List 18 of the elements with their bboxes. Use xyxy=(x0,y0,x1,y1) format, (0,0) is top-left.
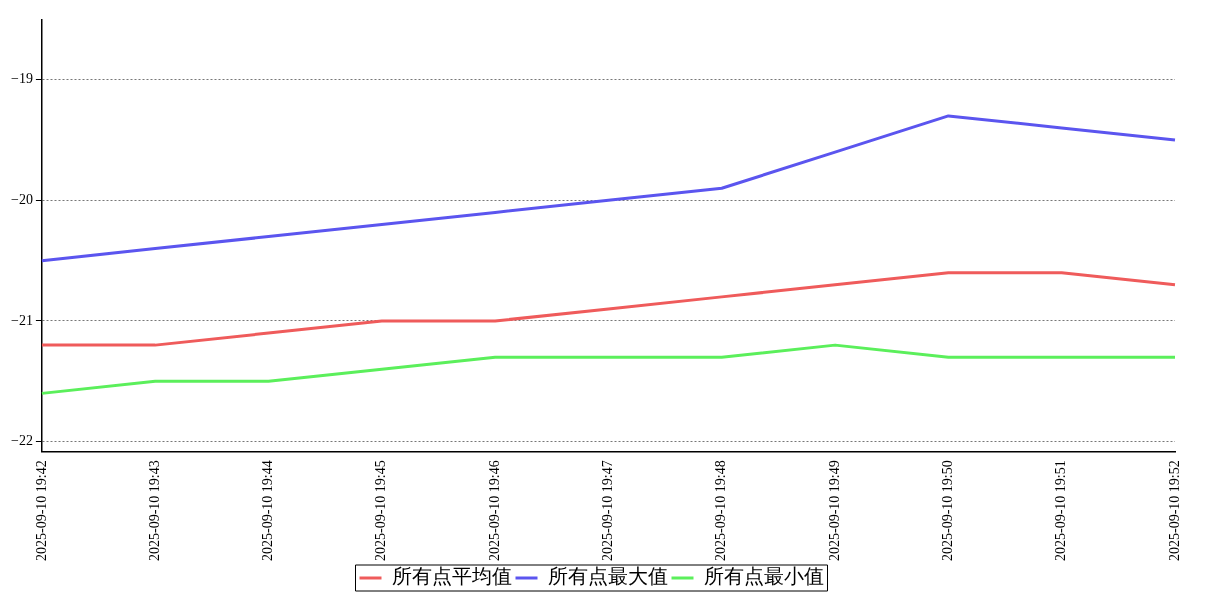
x-tick-label: 2025-09-10 19:51 xyxy=(1053,460,1069,561)
x-tick-label: 2025-09-10 19:45 xyxy=(373,460,389,561)
x-tick-label: 2025-09-10 19:49 xyxy=(826,460,842,561)
y-tick-label: −20 xyxy=(10,192,33,208)
y-tick-label: −22 xyxy=(10,433,33,449)
x-tick-label: 2025-09-10 19:47 xyxy=(600,460,616,561)
x-tick-label: 2025-09-10 19:46 xyxy=(486,460,502,561)
x-tick-label: 2025-09-10 19:42 xyxy=(33,460,49,561)
x-tick-label: 2025-09-10 19:44 xyxy=(260,460,276,561)
legend-label: 所有点最大值 xyxy=(547,565,668,588)
x-tick-label: 2025-09-10 19:50 xyxy=(940,460,956,561)
x-tick-label: 2025-09-10 19:43 xyxy=(146,460,162,561)
y-tick-label: −21 xyxy=(10,312,33,328)
legend-label: 所有点平均值 xyxy=(391,565,512,588)
x-tick-label: 2025-09-10 19:48 xyxy=(713,460,729,561)
legend-label: 所有点最小值 xyxy=(703,565,824,588)
y-tick-label: −19 xyxy=(10,71,33,87)
x-tick-label: 2025-09-10 19:52 xyxy=(1166,460,1182,561)
